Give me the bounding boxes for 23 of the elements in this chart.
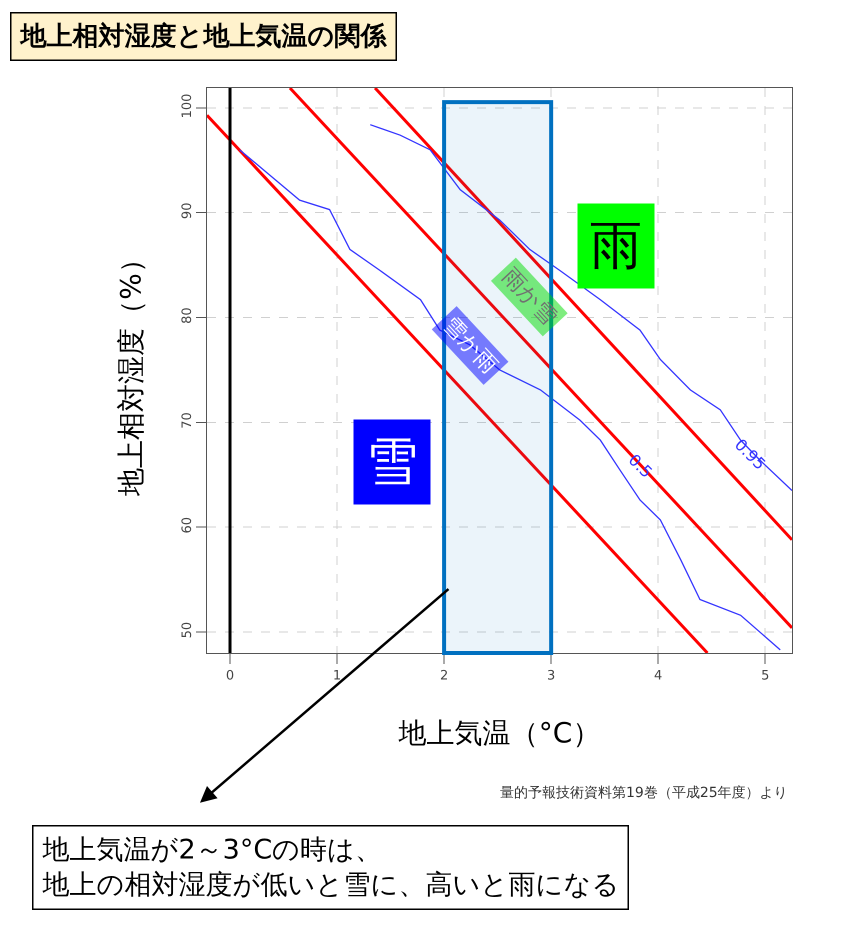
annotation: 雪 xyxy=(366,432,418,492)
y-tick-label: 50 xyxy=(180,622,195,638)
text: 地上の相対湿度が低いと雪に、高いと雨になる xyxy=(42,870,620,901)
line-series xyxy=(239,149,781,651)
x-tick-label: 3 xyxy=(547,668,556,684)
chart-title: 地上相対湿度と地上気温の関係 xyxy=(20,22,388,52)
x-tick-label: 1 xyxy=(332,668,342,684)
y-axis-title: 地上相対湿度（%） xyxy=(114,245,148,497)
x-tick-label: 5 xyxy=(761,668,770,684)
annotation: 雨 xyxy=(590,216,642,276)
text: 量的予報技術資料第19巻（平成25年度）より xyxy=(500,785,788,801)
annotation: 0.5 xyxy=(624,450,656,482)
text: 地上気温が2～3°Cの時は、 xyxy=(42,834,382,866)
x-tick-label: 4 xyxy=(654,668,662,684)
y-tick-label: 70 xyxy=(180,412,195,429)
y-tick-label: 80 xyxy=(180,307,195,324)
y-tick-label: 100 xyxy=(180,94,195,118)
y-tick-label: 60 xyxy=(180,516,195,534)
line-series xyxy=(370,124,792,492)
y-tick-label: 90 xyxy=(180,202,195,220)
x-axis-title: 地上気温（°C） xyxy=(398,716,600,750)
x-tick-label: 0 xyxy=(226,668,234,684)
x-tick-label: 2 xyxy=(440,668,448,684)
